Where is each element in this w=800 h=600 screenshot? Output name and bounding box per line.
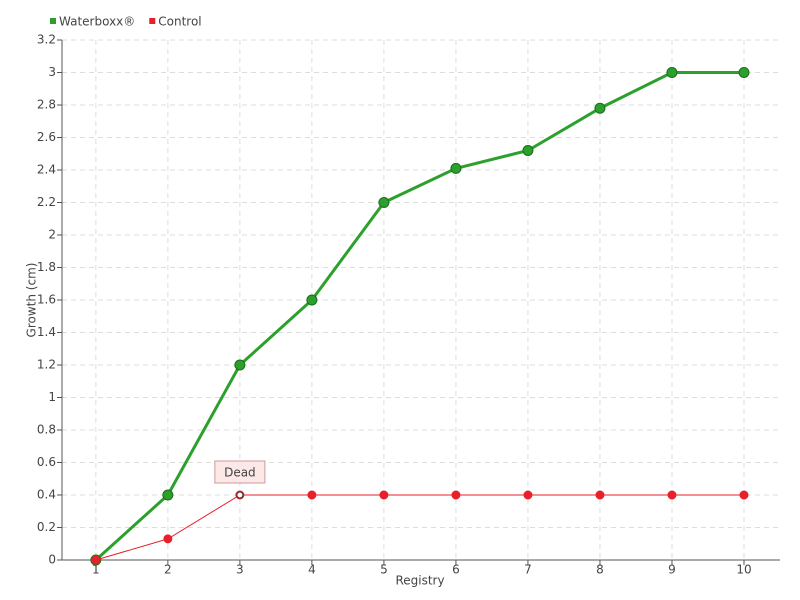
data-point: [450, 162, 462, 174]
x-tick-label: 2: [164, 563, 172, 577]
y-tick-label: 2.8: [37, 98, 56, 112]
data-point: [306, 294, 318, 306]
x-axis-label: Registry: [395, 574, 444, 588]
y-tick-label: 1.2: [37, 358, 56, 372]
x-tick-label: 1: [92, 563, 100, 577]
y-tick-label: 2.6: [37, 130, 56, 144]
y-tick-label: 1: [48, 390, 56, 404]
data-point: [523, 490, 533, 500]
annotated-point: [236, 491, 244, 499]
x-tick-label: 6: [452, 563, 460, 577]
y-tick-label: 0: [48, 553, 56, 567]
series-line: [95, 494, 744, 561]
legend-label: Control: [158, 15, 201, 29]
data-point: [91, 555, 101, 565]
y-tick-label: 0.6: [37, 455, 56, 469]
data-point: [594, 102, 606, 114]
data-point: [163, 534, 173, 544]
y-tick-label: 3: [48, 65, 56, 79]
legend-swatch: [149, 18, 156, 24]
data-point: [738, 67, 750, 78]
y-tick-label: 0.4: [37, 488, 56, 502]
x-tick-label: 9: [668, 563, 676, 577]
y-tick-label: 0.2: [37, 520, 56, 534]
y-tick-label: 2: [48, 228, 56, 242]
data-point: [307, 490, 317, 500]
data-point: [378, 197, 390, 208]
y-tick-label: 0.8: [37, 423, 56, 437]
x-tick-label: 10: [736, 563, 751, 577]
x-tick-label: 4: [308, 563, 316, 577]
data-point: [595, 490, 605, 500]
annotation-box: [214, 460, 266, 484]
x-tick-label: 8: [596, 563, 604, 577]
legend-swatch: [50, 18, 56, 24]
legend-label: Waterboxx®: [59, 15, 135, 29]
data-point: [667, 490, 677, 500]
y-tick-label: 2.4: [37, 163, 56, 177]
y-axis-label: Growth (cm): [25, 263, 39, 338]
data-point: [162, 489, 174, 501]
data-point: [451, 490, 461, 500]
data-point: [379, 490, 389, 500]
annotation: Dead: [224, 466, 256, 480]
y-tick-label: 1.4: [37, 325, 56, 339]
y-tick-label: 1.8: [37, 260, 56, 274]
y-tick-label: 1.6: [37, 293, 56, 307]
y-tick-label: 3.2: [37, 33, 56, 47]
series-line: [94, 71, 744, 562]
y-tick-label: 2.2: [37, 195, 56, 209]
x-tick-label: 5: [380, 563, 388, 577]
x-tick-label: 3: [236, 563, 244, 577]
data-point: [739, 490, 749, 500]
data-point: [666, 67, 678, 78]
data-point: [234, 359, 246, 371]
x-tick-label: 7: [524, 563, 532, 577]
data-point: [522, 145, 534, 156]
